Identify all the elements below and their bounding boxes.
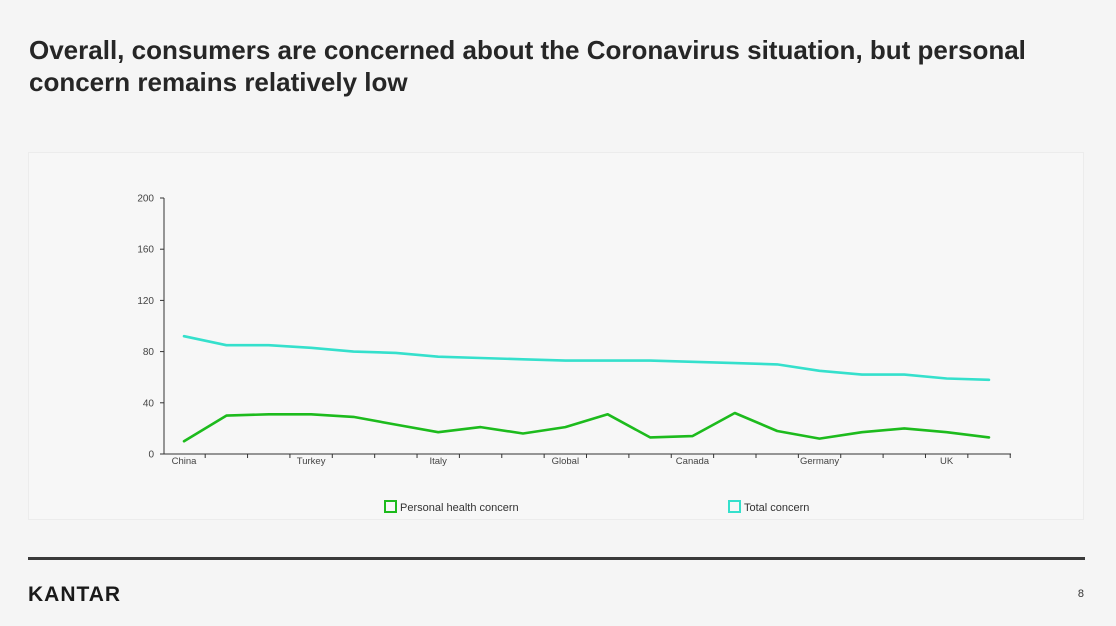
y-tick-label: 0 xyxy=(148,450,154,461)
chart-legend: Personal health concern Total concern xyxy=(384,500,809,514)
legend-item-personal-health-concern: Personal health concern xyxy=(384,500,519,514)
chart-series xyxy=(182,334,991,443)
slide-title: Overall, consumers are concerned about t… xyxy=(29,35,1026,97)
page-number: 8 xyxy=(1077,588,1084,600)
line-chart: 0 40 80 120 160 200 China Turkey Italy Global Cana… xyxy=(137,194,1011,514)
x-tick-label: Global xyxy=(552,456,579,467)
legend-swatch xyxy=(728,500,741,513)
footer-divider xyxy=(28,557,1085,560)
chart-axes: 0 40 80 120 160 200 China Turkey Italy Global Cana… xyxy=(137,194,1011,467)
x-tick-label: China xyxy=(172,456,198,467)
y-tick-label: 40 xyxy=(143,398,155,409)
y-tick-label: 80 xyxy=(143,347,155,358)
series-line-personal-health-concern xyxy=(182,411,991,443)
x-tick-label: UK xyxy=(940,456,954,467)
x-tick-label: Germany xyxy=(800,456,839,467)
legend-label: Personal health concern xyxy=(400,502,519,514)
y-tick-label: 200 xyxy=(137,194,154,205)
y-tick-label: 160 xyxy=(137,245,154,256)
x-tick-label: Canada xyxy=(676,456,710,467)
kantar-logo: KANTAR xyxy=(28,583,122,606)
legend-swatch xyxy=(384,500,397,513)
legend-label: Total concern xyxy=(744,502,809,514)
x-tick-label: Turkey xyxy=(297,456,326,467)
x-tick-label: Italy xyxy=(430,456,448,467)
y-tick-label: 120 xyxy=(137,296,154,307)
series-line-total-concern xyxy=(182,334,991,382)
chart-panel: 0 40 80 120 160 200 China Turkey Italy Global Cana… xyxy=(28,152,1084,520)
legend-item-total-concern: Total concern xyxy=(728,500,809,514)
